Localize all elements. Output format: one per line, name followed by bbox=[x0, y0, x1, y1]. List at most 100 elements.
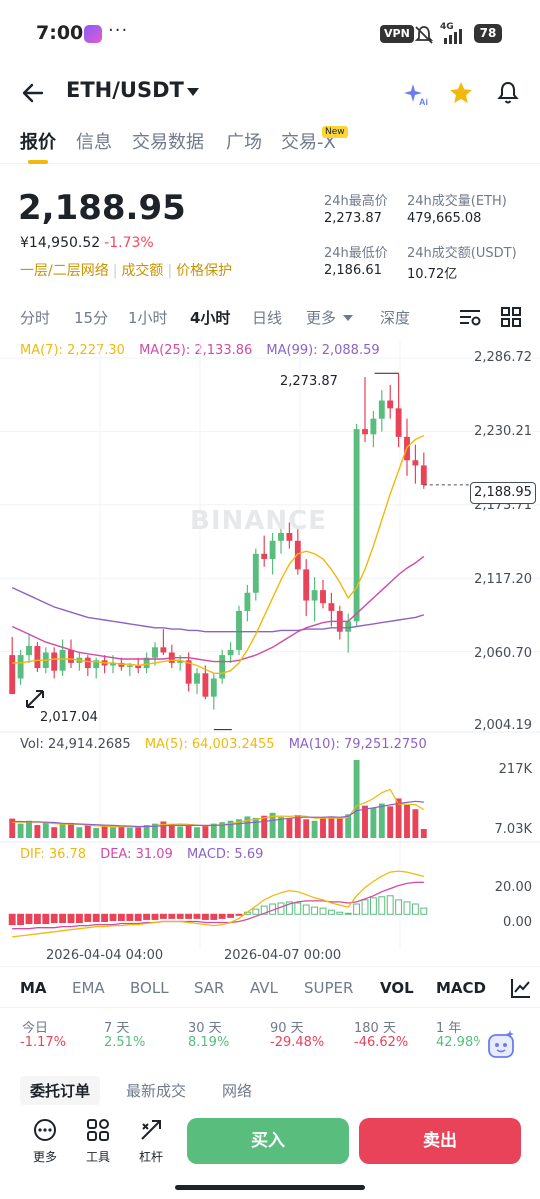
last-price: 2,188.95 bbox=[18, 188, 186, 228]
volume-bar bbox=[345, 814, 352, 838]
back-arrow-icon[interactable] bbox=[20, 80, 46, 106]
interval-15m[interactable]: 15分 bbox=[74, 309, 109, 327]
more-tool-label: 更多 bbox=[32, 1150, 57, 1164]
price-axis-tick: 2,004.19 bbox=[474, 718, 532, 733]
perf-value-7d: 2.51% bbox=[104, 1035, 146, 1050]
perf-value-90d: -29.48% bbox=[270, 1035, 325, 1050]
interval-4h[interactable]: 4小时 bbox=[190, 309, 231, 327]
candle-body bbox=[378, 400, 385, 419]
tab-info[interactable]: 信息 bbox=[76, 132, 112, 153]
link-price-protection[interactable]: 价格保护 bbox=[176, 263, 233, 279]
layout-grid-icon[interactable] bbox=[500, 306, 522, 328]
volume-bar bbox=[126, 827, 133, 838]
candle-body bbox=[269, 540, 276, 559]
macd-axis-tick: 20.00 bbox=[494, 880, 532, 895]
volume-bar bbox=[269, 812, 276, 838]
macd-histogram-bar bbox=[75, 913, 83, 924]
price-axis-tick: 2,230.21 bbox=[474, 424, 532, 439]
interval-more[interactable]: 更多 bbox=[306, 309, 337, 327]
macd-histogram-bar bbox=[50, 913, 58, 924]
macd-histogram-bar bbox=[386, 895, 394, 915]
volume-ma10: MA(10): 79,251.2750 bbox=[288, 737, 427, 752]
perf-value-180d: -46.62% bbox=[354, 1035, 409, 1050]
pair-selector[interactable]: ETH/USDT bbox=[66, 78, 184, 102]
favorite-star-icon[interactable] bbox=[448, 80, 474, 106]
leverage-label: 杠杆 bbox=[138, 1150, 163, 1164]
alert-bell-icon[interactable] bbox=[495, 80, 521, 106]
expand-chart-icon[interactable] bbox=[24, 688, 46, 710]
chart-settings-icon[interactable] bbox=[458, 306, 482, 328]
volume-bar bbox=[76, 827, 83, 838]
volume-bar bbox=[110, 827, 116, 838]
link-layer-network[interactable]: 一层/二层网络 bbox=[20, 263, 109, 279]
macd-histogram-bar bbox=[176, 913, 184, 919]
indicator-chart-icon[interactable] bbox=[510, 977, 532, 999]
interval-timeline[interactable]: 分时 bbox=[20, 309, 51, 327]
volume-bar bbox=[261, 815, 268, 838]
volume-axis-tick: 217K bbox=[498, 762, 532, 777]
volume-bar bbox=[160, 821, 167, 838]
signal-icon bbox=[444, 29, 462, 44]
tools-button[interactable]: 工具 bbox=[78, 1118, 118, 1165]
indicator-avl[interactable]: AVL bbox=[250, 979, 278, 997]
macd-histogram-bar bbox=[117, 913, 125, 921]
tab-quote[interactable]: 报价 bbox=[20, 132, 56, 153]
more-tool-button[interactable]: 更多 bbox=[25, 1118, 65, 1165]
macd-histogram-bar bbox=[25, 913, 33, 925]
volume-bar bbox=[395, 798, 402, 838]
macd-histogram-bar bbox=[92, 913, 100, 922]
tab-trading-data[interactable]: 交易数据 bbox=[132, 132, 204, 153]
vpn-badge: VPN bbox=[380, 25, 414, 43]
macd-histogram-bar bbox=[294, 902, 302, 915]
sell-button[interactable]: 卖出 bbox=[359, 1118, 521, 1164]
ai-assistant-icon[interactable] bbox=[484, 1028, 518, 1062]
candle-body bbox=[51, 652, 58, 671]
candle-body bbox=[210, 678, 217, 697]
volume-bar bbox=[336, 818, 343, 838]
tab-recent-trades[interactable]: 最新成交 bbox=[126, 1082, 187, 1100]
perf-label-today: 今日 bbox=[22, 1021, 49, 1036]
tab-network[interactable]: 网络 bbox=[222, 1082, 253, 1100]
indicator-boll[interactable]: BOLL bbox=[130, 979, 169, 997]
caret-down-icon[interactable] bbox=[186, 86, 200, 98]
candle-body bbox=[252, 553, 259, 593]
indicator-super[interactable]: SUPER bbox=[304, 979, 354, 997]
perf-label-180d: 180 天 bbox=[354, 1021, 396, 1036]
candle-body bbox=[202, 673, 209, 697]
leverage-button[interactable]: 杠杆 bbox=[131, 1118, 171, 1165]
volume-bar bbox=[328, 816, 335, 838]
kline-chart[interactable] bbox=[0, 340, 540, 960]
bottom-action-bar: 更多 工具 杠杆 买入 卖出 bbox=[0, 1112, 540, 1172]
candle-body bbox=[143, 657, 150, 669]
macd-histogram-bar bbox=[185, 913, 193, 919]
interval-1h[interactable]: 1小时 bbox=[128, 309, 168, 327]
indicator-sar[interactable]: SAR bbox=[194, 979, 225, 997]
macd-histogram-bar bbox=[101, 913, 109, 922]
candle-body bbox=[244, 592, 251, 611]
ma25-line bbox=[11, 555, 425, 663]
volume-bar bbox=[378, 803, 385, 838]
tab-open-orders[interactable]: 委托订单 bbox=[20, 1076, 101, 1105]
indicator-ma[interactable]: MA bbox=[20, 979, 47, 997]
perf-value-30d: 8.19% bbox=[188, 1035, 230, 1050]
indicator-vol[interactable]: VOL bbox=[380, 979, 414, 997]
macd-histogram-bar bbox=[403, 901, 411, 915]
volume-bar bbox=[177, 826, 184, 838]
interval-depth[interactable]: 深度 bbox=[380, 309, 411, 327]
status-bar: 7:00 ··· VPN 4G 78 bbox=[0, 0, 540, 68]
status-time: 7:00 bbox=[36, 22, 84, 44]
indicator-macd[interactable]: MACD bbox=[436, 979, 486, 997]
volume-bar bbox=[387, 806, 394, 838]
tab-square[interactable]: 广场 bbox=[226, 132, 262, 153]
link-turnover[interactable]: 成交额 bbox=[121, 263, 164, 279]
macd-histogram-bar bbox=[210, 913, 218, 920]
interval-1d[interactable]: 日线 bbox=[252, 309, 283, 327]
macd-histogram-bar bbox=[369, 897, 377, 915]
buy-button[interactable]: 买入 bbox=[187, 1118, 349, 1164]
ai-sparkle-icon[interactable]: Ai bbox=[402, 80, 430, 108]
time-axis-tick: 2026-04-07 00:00 bbox=[224, 948, 342, 963]
indicator-ema[interactable]: EMA bbox=[72, 979, 105, 997]
svg-text:Ai: Ai bbox=[419, 97, 428, 107]
chart-grid bbox=[0, 340, 540, 950]
volume-bar bbox=[252, 817, 259, 838]
